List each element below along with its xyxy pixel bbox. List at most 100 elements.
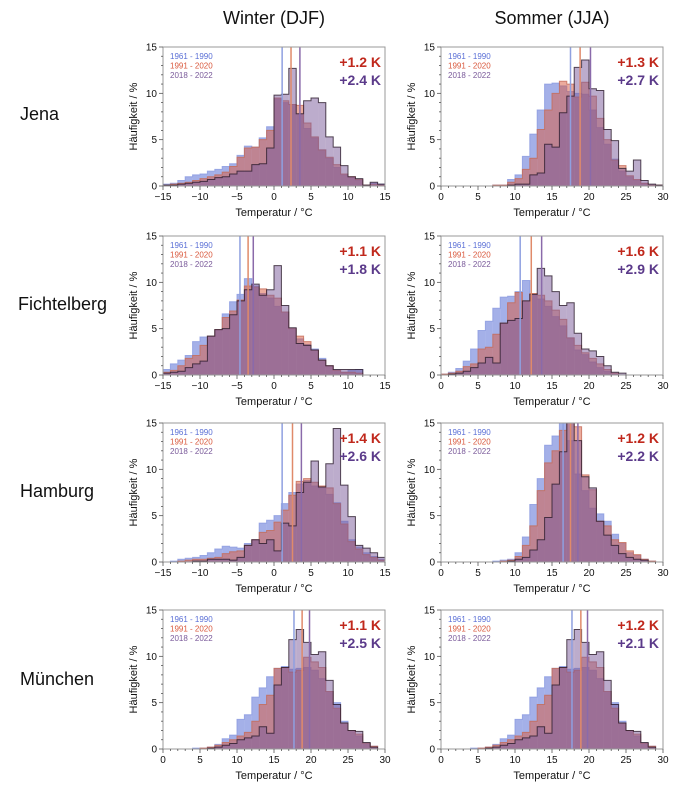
histogram-bar	[544, 462, 552, 562]
histogram-bar	[340, 165, 348, 186]
x-tick-label: 10	[342, 381, 354, 392]
delta-annotation: +1.1 K	[339, 617, 381, 633]
histogram-bar	[237, 171, 245, 186]
histogram-bar	[603, 129, 612, 186]
histogram-bar	[311, 654, 319, 749]
x-tick-label: 0	[160, 755, 166, 766]
histogram-bar	[214, 559, 223, 562]
histogram-bar	[611, 140, 619, 186]
histogram-bar	[485, 357, 493, 375]
x-tick-label: −5	[231, 381, 243, 392]
histogram-bar	[618, 723, 626, 749]
histogram-bar	[244, 171, 252, 186]
legend-entry: 1961 - 1990	[170, 241, 213, 250]
histogram-bar	[266, 289, 274, 375]
histogram-bar	[640, 180, 649, 186]
histogram-bar	[522, 169, 530, 186]
x-tick-label: 5	[308, 192, 314, 203]
y-tick-label: 15	[424, 419, 436, 430]
x-tick-label: 30	[657, 568, 669, 579]
plot-area	[163, 423, 385, 562]
legend-entry: 2018 - 2022	[170, 447, 213, 456]
histogram-bar	[318, 360, 326, 375]
histogram-bar	[348, 730, 356, 749]
x-tick-label: 0	[438, 381, 444, 392]
histogram-bar	[266, 695, 274, 749]
histogram-bar	[581, 59, 589, 186]
legend-entry: 1961 - 1990	[448, 615, 491, 624]
plot-area	[163, 236, 385, 375]
histogram-bar	[515, 184, 523, 186]
histogram-bar	[259, 726, 267, 749]
x-tick-label: 10	[342, 192, 354, 203]
histogram-bar	[552, 685, 560, 749]
histogram-bar	[537, 129, 545, 186]
y-tick-label: 15	[146, 606, 158, 617]
histogram-bar	[492, 362, 501, 375]
legend-entry: 1961 - 1990	[170, 52, 213, 61]
histogram-bar	[274, 550, 282, 562]
histogram-bar	[325, 365, 334, 375]
column-title-winter: Winter (DJF)	[223, 8, 325, 28]
histogram-bar	[370, 182, 378, 186]
histogram-bar	[281, 667, 289, 749]
row-label-jena: Jena	[20, 104, 60, 124]
histogram-bar	[311, 97, 319, 186]
histogram-outline	[441, 267, 663, 375]
histogram-bar	[333, 369, 341, 375]
histogram-bar	[281, 523, 289, 562]
y-tick-label: 10	[424, 652, 436, 663]
x-tick-label: 5	[475, 192, 481, 203]
x-axis-label: Temperatur / °C	[513, 583, 590, 595]
histogram-bar	[207, 336, 215, 375]
histogram-bar	[640, 742, 649, 749]
x-tick-label: 25	[620, 192, 632, 203]
x-tick-label: 5	[308, 381, 314, 392]
x-tick-label: −5	[231, 192, 243, 203]
histogram-bar	[596, 356, 604, 375]
histogram-bar	[185, 358, 193, 375]
delta-annotation: +1.2 K	[617, 617, 659, 633]
histogram-bar	[515, 719, 523, 749]
legend-entry: 1961 - 1990	[170, 428, 213, 437]
histogram-bar	[340, 723, 348, 749]
histogram-bar	[581, 642, 589, 749]
delta-annotation: +2.2 K	[617, 448, 659, 464]
x-axis-label: Temperatur / °C	[513, 770, 590, 782]
histogram-bar	[589, 487, 597, 562]
histogram-bar	[603, 365, 612, 375]
histogram-bar	[559, 667, 567, 749]
x-tick-label: 30	[379, 755, 391, 766]
x-tick-label: −10	[192, 381, 209, 392]
x-tick-label: 15	[379, 381, 391, 392]
histogram-bar	[522, 545, 530, 562]
histogram-bar	[325, 680, 334, 749]
histogram-bar	[200, 345, 208, 375]
y-tick-label: 0	[429, 558, 435, 569]
histogram-bar	[296, 629, 304, 749]
legend-entry: 1961 - 1990	[448, 241, 491, 250]
plot-area	[163, 47, 385, 186]
histogram-bar	[500, 323, 508, 375]
histogram-bar	[566, 639, 575, 749]
plot-area	[163, 610, 385, 749]
y-axis-label: Häufigkeit / %	[406, 458, 418, 526]
histogram-bar	[589, 350, 597, 375]
histogram-bar	[259, 295, 267, 375]
histogram-bar	[529, 174, 538, 186]
y-tick-label: 0	[429, 182, 435, 193]
delta-annotation: +1.8 K	[339, 261, 381, 277]
histogram-bar	[537, 539, 545, 562]
series-2018-2022	[441, 267, 663, 375]
histogram-bar	[259, 163, 267, 186]
x-tick-label: 20	[583, 381, 595, 392]
histogram-bar	[500, 745, 508, 749]
histogram-bar	[522, 300, 530, 375]
y-tick-label: 10	[146, 465, 158, 476]
histogram-bar	[529, 525, 538, 562]
histogram-bar	[544, 733, 552, 749]
y-tick-label: 0	[151, 745, 157, 756]
histogram-bar	[362, 548, 371, 562]
row-label-muenchen: München	[20, 669, 95, 689]
y-tick-label: 10	[424, 89, 436, 100]
